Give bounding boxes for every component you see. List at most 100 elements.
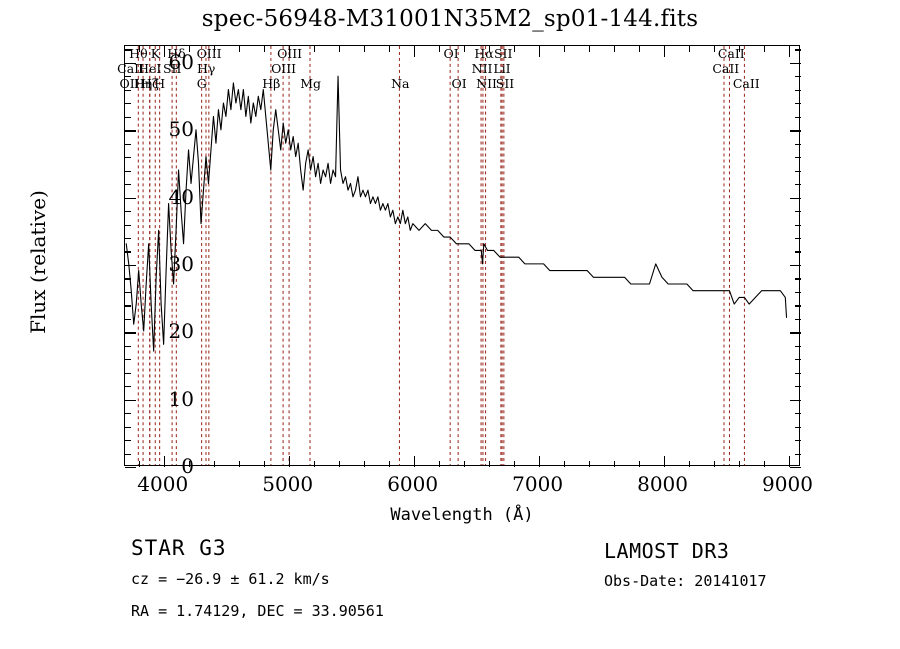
axis-tick <box>795 413 801 415</box>
axis-tick <box>795 49 801 51</box>
line-label-caii: CaII <box>712 61 740 76</box>
axis-tick <box>795 386 801 388</box>
y-tick-label-40: 40 <box>168 184 194 209</box>
y-tick-label-30: 30 <box>168 251 194 276</box>
line-label-h: H <box>154 76 166 91</box>
flux-polyline <box>125 75 788 352</box>
line-label-hβ: Hβ <box>262 76 281 91</box>
line-label-oiii: OIII <box>271 61 297 76</box>
axis-tick <box>263 46 265 52</box>
axis-tick <box>263 461 265 467</box>
axis-tick <box>125 426 131 428</box>
axis-tick <box>125 291 131 294</box>
axis-tick <box>288 46 291 57</box>
y-tick-label-0: 0 <box>181 454 194 478</box>
axis-tick <box>795 251 801 253</box>
axis-tick <box>388 461 390 467</box>
axis-tick <box>795 103 801 105</box>
axis-tick <box>738 461 740 467</box>
line-label-sii: SII <box>493 46 513 61</box>
axis-tick <box>238 461 240 467</box>
axis-tick <box>125 157 131 159</box>
line-label-hei: HeI <box>138 61 162 76</box>
y-tick-label-10: 10 <box>168 386 194 411</box>
line-label-caii: CaII <box>117 61 145 76</box>
axis-tick <box>125 143 131 145</box>
line-label-k: K <box>150 46 161 61</box>
footer-redshift: cz = −26.9 ± 61.2 km/s <box>131 570 330 588</box>
axis-tick <box>213 461 215 467</box>
line-label-nii: NII <box>471 61 493 76</box>
axis-tick <box>795 305 801 307</box>
axis-tick <box>513 461 515 467</box>
axis-tick <box>790 197 801 199</box>
axis-tick <box>238 46 240 52</box>
axis-tick <box>795 453 801 455</box>
axis-tick <box>488 46 490 52</box>
axis-tick <box>338 461 340 467</box>
line-label-lii: LiI <box>493 61 511 76</box>
axis-tick <box>638 461 640 467</box>
axis-tick <box>638 46 640 52</box>
y-tick-label-50: 50 <box>168 117 194 142</box>
axis-tick <box>663 456 665 467</box>
x-tick-label-5000: 5000 <box>262 472 314 496</box>
spectrum-trace <box>125 46 788 465</box>
axis-tick <box>463 461 465 467</box>
axis-tick <box>125 372 131 374</box>
footer-survey: LAMOST DR3 <box>604 539 730 563</box>
axis-tick <box>795 426 801 428</box>
line-label-mg: Mg <box>300 76 321 91</box>
axis-tick <box>313 461 315 467</box>
axis-tick <box>790 62 801 65</box>
axis-tick <box>763 461 765 467</box>
plot-area: Hθ K Hδ OIII OIII OI Hα SII CaII CaII HeI SII Hγ OIII… <box>117 45 801 469</box>
plot-clip <box>125 46 799 465</box>
axis-tick <box>125 184 131 186</box>
footer-object-class: STAR G3 <box>131 536 227 560</box>
axis-tick <box>125 399 136 402</box>
axis-tick <box>513 46 515 52</box>
axis-tick <box>188 46 190 52</box>
x-tick-label-4000: 4000 <box>137 472 189 496</box>
line-label-oiii: OIII <box>196 46 222 61</box>
axis-tick <box>188 461 190 467</box>
axis-tick <box>613 46 615 52</box>
axis-tick <box>288 456 291 467</box>
y-tick-label-20: 20 <box>168 319 194 344</box>
axis-tick <box>125 103 131 105</box>
x-tick-label-7000: 7000 <box>512 472 564 496</box>
axis-tick <box>138 461 140 467</box>
x-tick-label-8000: 8000 <box>637 472 688 496</box>
x-axis-title: Wavelength (Å) <box>390 505 534 525</box>
axis-tick <box>795 318 801 320</box>
axis-tick <box>125 89 131 91</box>
line-label-oi: OI <box>443 46 459 61</box>
axis-tick <box>795 224 801 226</box>
axis-tick <box>788 46 790 57</box>
axis-tick <box>763 46 765 52</box>
axis-tick <box>125 413 131 415</box>
axis-tick <box>413 456 416 467</box>
line-label-g: G <box>196 76 207 91</box>
axis-tick <box>125 386 131 388</box>
axis-tick <box>795 291 801 294</box>
axis-tick <box>790 399 801 402</box>
line-label-caii: CaII <box>732 76 760 91</box>
y-axis-title: Flux (relative) <box>26 190 50 334</box>
axis-tick <box>313 46 315 52</box>
line-label-hθ: Hθ <box>129 46 148 61</box>
axis-tick <box>588 46 590 52</box>
line-label-oii: OII <box>119 76 140 91</box>
axis-tick <box>125 278 131 280</box>
axis-tick <box>688 46 690 52</box>
axis-tick <box>125 264 136 267</box>
footer-obs-date: Obs-Date: 20141017 <box>604 572 767 590</box>
axis-tick <box>125 211 131 213</box>
axis-tick <box>125 130 136 132</box>
axis-tick <box>488 461 490 467</box>
axis-tick <box>125 251 131 253</box>
axis-tick <box>663 46 665 57</box>
line-label-sii: SII <box>495 76 515 91</box>
